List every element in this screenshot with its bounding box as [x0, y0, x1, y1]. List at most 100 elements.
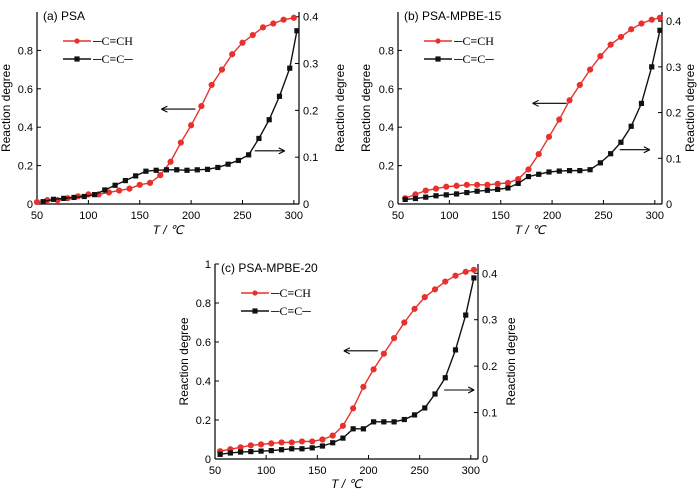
data-point-square [432, 391, 438, 397]
y2-tick-label: 0.2 [666, 108, 681, 120]
y-tick-label: 0.2 [379, 161, 394, 173]
data-point-circle [607, 41, 614, 48]
data-point-circle [401, 319, 408, 326]
data-point-circle [360, 383, 367, 390]
data-point-circle [421, 294, 428, 301]
data-point-circle [288, 439, 295, 446]
data-point-square [215, 164, 221, 171]
data-point-circle [116, 187, 123, 194]
data-point-square [464, 189, 470, 196]
data-point-square [217, 451, 223, 457]
data-point-circle [136, 181, 143, 188]
legend-label: ─C≡C─ [270, 304, 311, 318]
data-point-square [433, 193, 439, 199]
y-tick-label: 0 [205, 454, 211, 466]
data-point-square [153, 167, 159, 173]
legend-marker-square [74, 56, 80, 62]
x-axis-title: T / ℃ [153, 223, 185, 237]
data-point-circle [339, 422, 347, 429]
data-point-square [597, 160, 603, 166]
data-point-square [350, 426, 356, 432]
data-point-circle [259, 24, 267, 31]
data-point-circle [597, 53, 604, 60]
data-point-circle [247, 442, 254, 449]
data-point-square [237, 449, 244, 455]
y2-tick-label: 0 [482, 454, 488, 466]
legend-marker-circle [435, 38, 441, 44]
data-point-circle [33, 198, 41, 206]
data-point-square [330, 440, 336, 446]
data-point-square [81, 193, 87, 200]
data-point-circle [278, 439, 285, 446]
data-point-square [371, 419, 377, 425]
panel-title: (c) PSA-MPBE-20 [221, 261, 318, 275]
data-point-square [258, 448, 264, 454]
left-arrow-head [343, 347, 351, 355]
x-tick-label: 250 [594, 210, 612, 222]
data-point-square [556, 168, 562, 174]
data-point-square [268, 448, 274, 454]
x-tick-label: 100 [79, 210, 97, 222]
data-point-circle [473, 181, 481, 188]
data-point-square [256, 135, 262, 142]
y-tick-label: 0.4 [379, 122, 394, 134]
data-point-square [248, 448, 254, 455]
data-point-square [276, 93, 283, 99]
data-point-square [577, 168, 583, 174]
y2-tick-label: 0.3 [482, 315, 497, 327]
chart-panel-a: 50 100 150 200 250 30000.20.40.60.800.10.20.3… [0, 9, 347, 237]
x-tick-label: 50 [209, 465, 221, 477]
data-point-circle [453, 182, 460, 189]
data-point-square [443, 192, 449, 198]
data-point-circle [556, 116, 563, 123]
x-tick-label: 250 [233, 210, 251, 222]
data-point-square [340, 435, 346, 441]
data-point-square [184, 167, 190, 173]
data-point-circle [656, 14, 664, 21]
x-tick-label: 100 [257, 465, 275, 477]
x-tick-label: 300 [646, 210, 664, 222]
x-tick-label: 150 [308, 465, 326, 477]
chart-panel-c: 50 100 150 200 250 30000.20.40.60.8100.10.20.… [177, 259, 518, 491]
data-point-circle [422, 187, 429, 194]
data-point-square [657, 27, 663, 33]
data-point-square [40, 199, 46, 205]
y2-tick-label: 0.3 [666, 62, 681, 74]
data-point-circle [431, 286, 439, 293]
y-tick-label: 0.6 [18, 84, 33, 96]
y2-tick-label: 0.1 [482, 408, 497, 420]
data-point-square [319, 443, 326, 449]
data-point-square [566, 168, 573, 174]
data-point-square [294, 28, 300, 34]
data-point-circle [146, 179, 154, 186]
data-point-square [638, 100, 645, 107]
data-point-square [587, 167, 593, 173]
data-point-square [102, 187, 108, 193]
data-point-square [299, 446, 305, 452]
y-tick-label: 1 [205, 259, 211, 271]
y-tick-label: 0.8 [18, 45, 33, 57]
data-point-circle [463, 181, 470, 188]
data-point-circle [280, 16, 287, 23]
data-point-circle [126, 185, 133, 192]
legend-label: ─C≡CH [270, 286, 311, 300]
y-axis-title: Reaction degree [359, 64, 373, 152]
x-tick-label: 250 [410, 465, 428, 477]
data-point-square [122, 177, 128, 184]
data-point-square [618, 139, 624, 145]
series-line-terminal-alkyne [404, 17, 661, 199]
legend-marker-square [435, 56, 441, 62]
data-point-circle [535, 150, 542, 158]
data-point-circle [257, 441, 265, 448]
y-tick-label: 0.6 [379, 84, 394, 96]
y2-axis-title: Reaction degree [504, 317, 518, 405]
data-point-circle [218, 66, 226, 73]
chart-panel-b: 50 100 150 200 250 30000.20.40.60.800.10.20.3… [359, 9, 697, 237]
data-point-square [515, 180, 521, 187]
data-point-square [495, 186, 501, 192]
x-tick-label: 50 [31, 210, 43, 222]
y-tick-label: 0.8 [379, 45, 394, 57]
y2-tick-label: 0 [666, 199, 672, 211]
y2-tick-label: 0.4 [482, 268, 497, 280]
